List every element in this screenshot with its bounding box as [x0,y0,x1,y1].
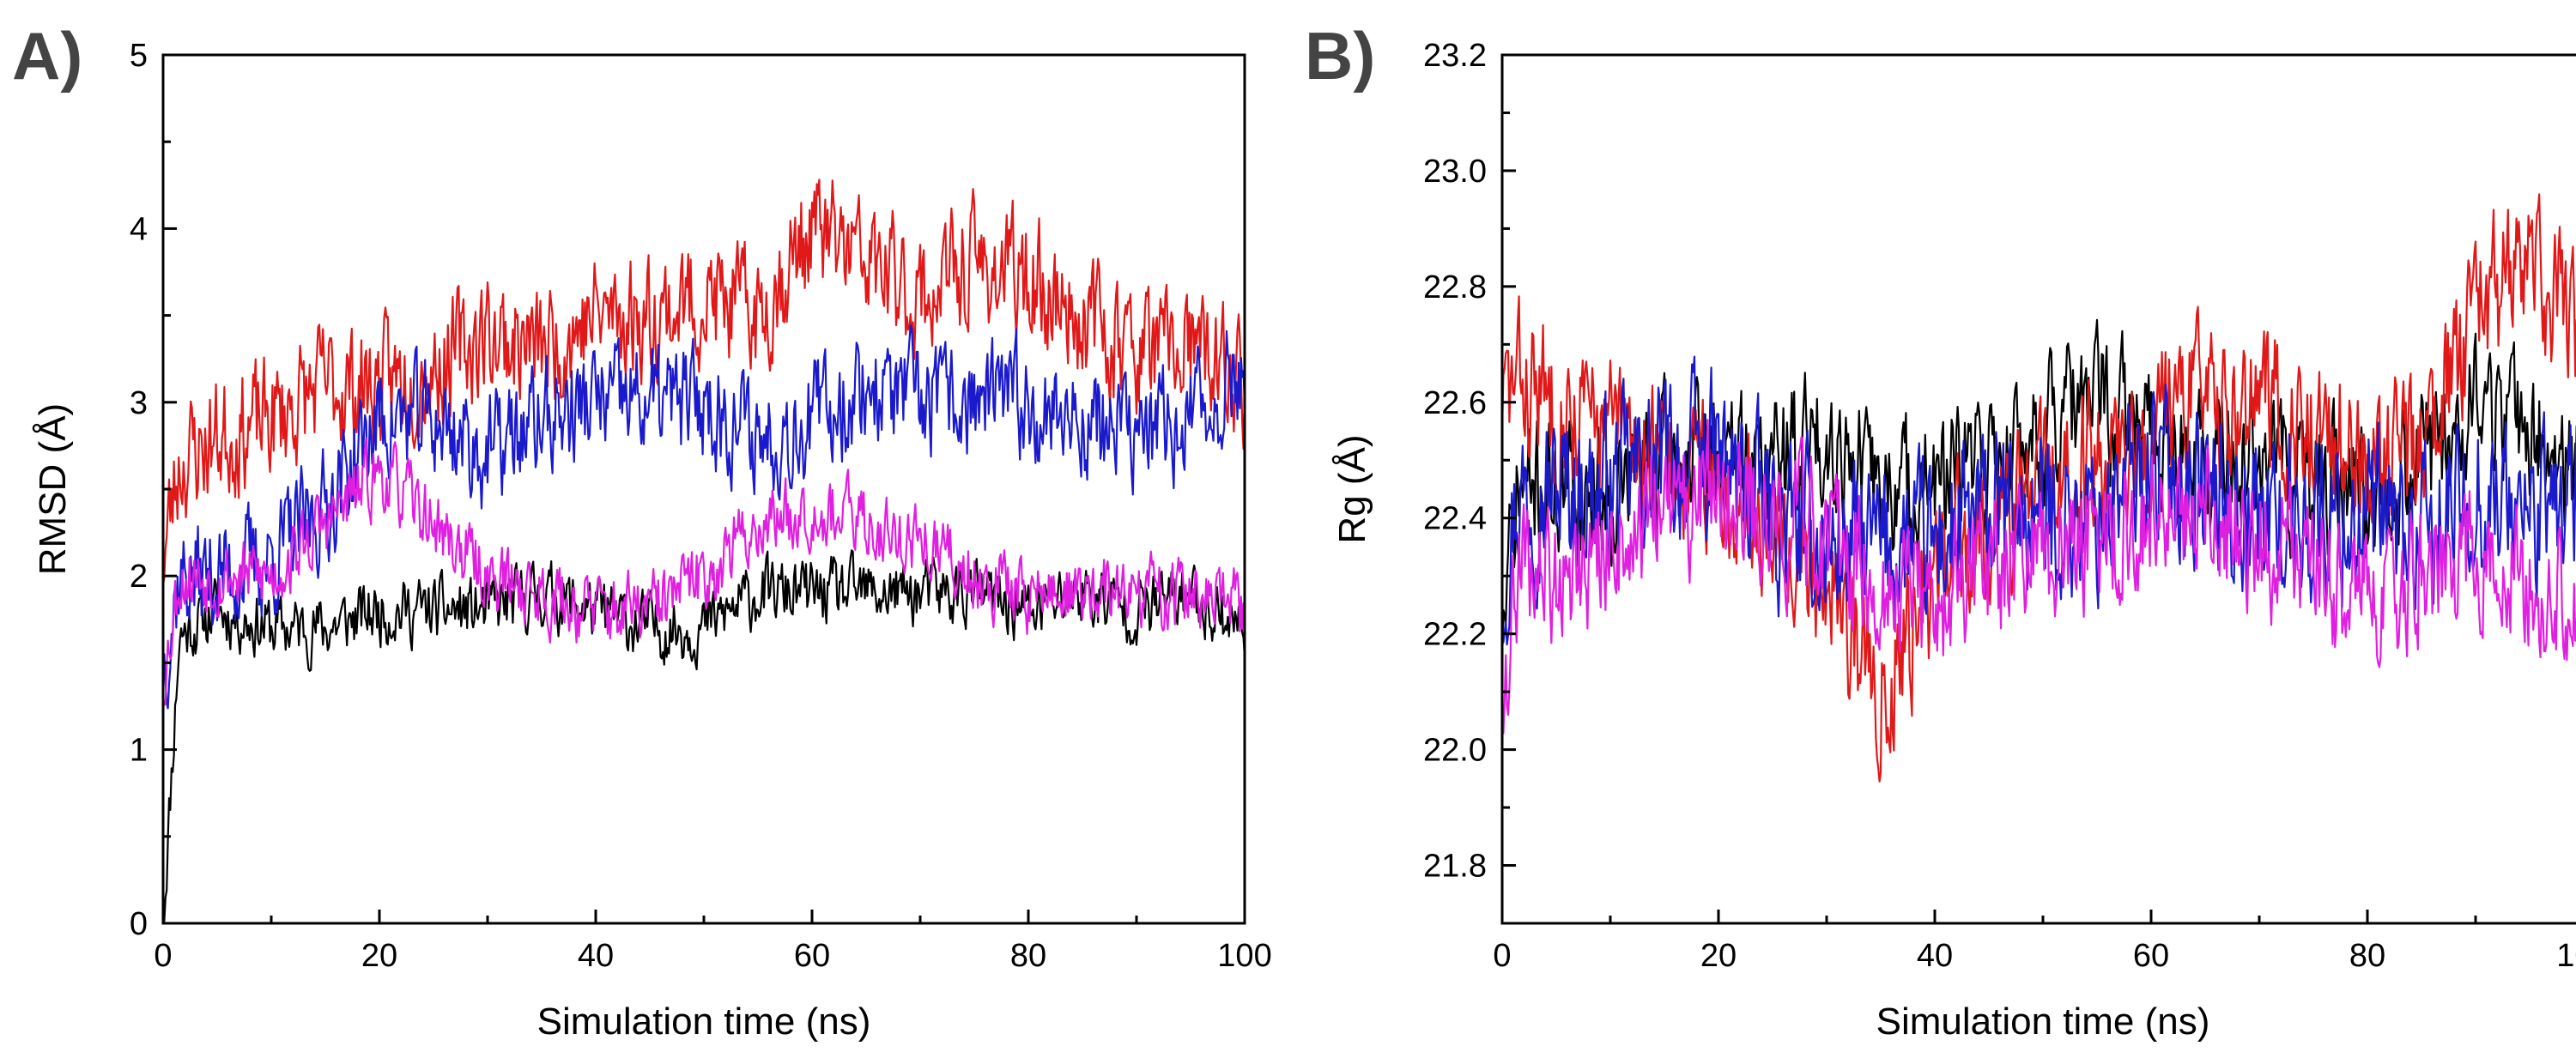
x-tick-label: 0 [1493,938,1511,974]
panel-a-x-ticks: 0 20 40 60 80 100 [154,910,1272,974]
y-tick-label: 22.4 [1423,501,1487,537]
y-tick-label: 23.2 [1423,38,1487,74]
x-tick-label: 100 [1217,938,1271,974]
x-tick-label: 100 [2556,938,2576,974]
y-tick-label: 4 [130,211,148,247]
x-tick-label: 0 [154,938,172,974]
y-tick-label: 3 [130,385,148,421]
y-tick-label: 2 [130,559,148,595]
series-magenta-line [1500,419,2576,735]
x-tick-label: 20 [361,938,397,974]
x-tick-label: 80 [2349,938,2385,974]
y-tick-label: 21.8 [1423,849,1487,885]
panel-a-y-axis-title: RMSD (Å) [32,403,74,575]
panel-a-y-ticks: 0 1 2 3 4 5 [130,38,177,942]
panel-b-x-axis-title: Simulation time (ns) [1876,1001,2210,1043]
y-tick-label: 22.0 [1423,733,1487,769]
panel-b-rg-chart: B) 0 20 40 60 80 100 21.8 22.0 22.2 22.4 22.6 22.8… [1305,18,2576,1043]
y-tick-label: 22.8 [1423,269,1487,305]
x-tick-label: 80 [1010,938,1046,974]
panel-a-series-group [161,178,1246,924]
x-tick-label: 20 [1700,938,1737,974]
x-tick-label: 60 [794,938,830,974]
panel-label-a: A) [12,18,82,94]
series-blue-line [161,323,1246,710]
panel-b-series-group [1500,193,2576,783]
y-tick-label: 0 [130,906,148,942]
y-tick-label: 22.6 [1423,385,1487,421]
panel-a-rmsd-chart: A) 0 20 40 60 80 100 0 1 2 3 4 5 Simulation time (… [12,18,1272,1043]
panel-a-x-axis-title: Simulation time (ns) [537,1001,871,1043]
x-tick-label: 60 [2133,938,2169,974]
panel-b-y-axis-title: Rg (Å) [1331,434,1373,543]
y-tick-label: 5 [130,38,148,74]
y-tick-label: 23.0 [1423,154,1487,190]
panel-b-x-ticks: 0 20 40 60 80 100 [1493,910,2576,974]
y-tick-label: 22.2 [1423,617,1487,653]
y-tick-label: 1 [130,733,148,769]
x-tick-label: 40 [1917,938,1953,974]
series-black-line [162,549,1246,924]
x-tick-label: 40 [578,938,614,974]
panel-label-b: B) [1305,18,1375,94]
panel-b-y-ticks: 21.8 22.0 22.2 22.4 22.6 22.8 23.0 23.2 [1423,38,1516,925]
series-magenta-line [161,437,1246,706]
